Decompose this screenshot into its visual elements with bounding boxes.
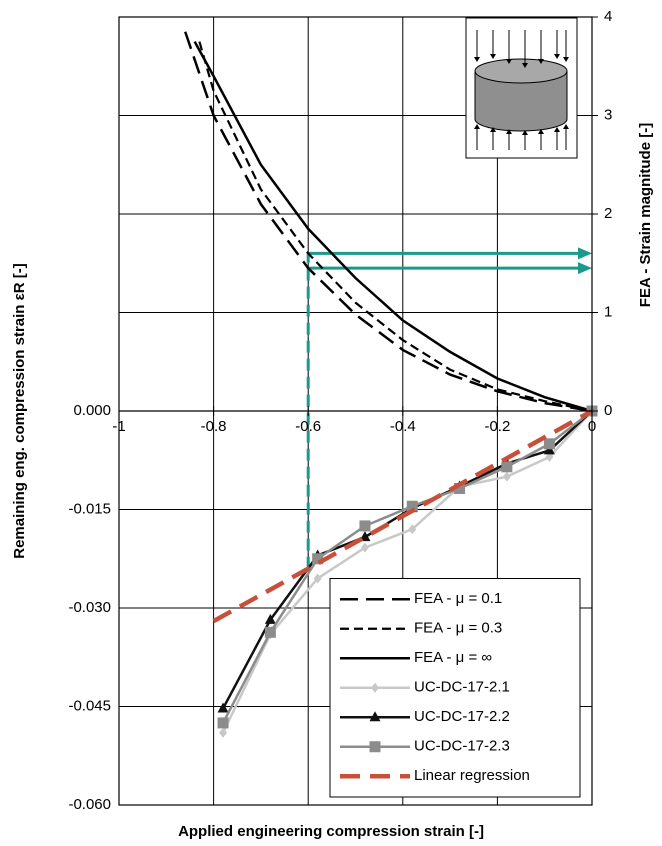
y2-tick-label: 4 [604,8,612,25]
data-point [219,727,228,738]
legend-marker [369,711,381,722]
y-tick-label: -0.015 [68,500,111,517]
legend-label: UC-DC-17-2.1 [414,679,510,696]
x-tick-label: -0.4 [390,418,416,435]
y-tick-label: -0.045 [68,697,111,714]
y2-tick-label: 2 [604,205,612,222]
x-tick-label: -0.2 [484,418,510,435]
data-point [406,500,418,512]
legend-label: UC-DC-17-2.3 [414,738,510,755]
y-tick-label: 0.000 [73,402,111,419]
x-tick-label: -1 [112,418,125,435]
y-tick-label: -0.060 [68,796,111,813]
data-point [217,717,229,729]
data-point [312,553,324,565]
y2-tick-label: 0 [604,402,612,419]
arrow-head [578,262,592,275]
data-point [543,444,555,455]
legend-label: UC-DC-17-2.2 [414,708,510,725]
data-point [217,702,229,713]
x-tick-label: 0 [588,418,596,435]
x-axis-label: Applied engineering compression strain [… [178,823,484,840]
legend-label: FEA - μ = 0.1 [414,590,502,607]
inset-icon [465,17,578,159]
data-point [502,471,511,482]
data-point [501,461,513,473]
data-point [264,626,276,638]
y-tick-label: -0.030 [68,599,111,616]
data-point [408,524,417,535]
x-tick-label: -0.6 [295,418,321,435]
legend-marker [371,682,379,693]
data-point [543,438,555,450]
y2-tick-label: 1 [604,303,612,320]
x-tick-label: -0.8 [201,418,227,435]
legend-marker [369,741,381,753]
y-axis-label: Remaining eng. compression strain εR [-] [11,263,28,559]
series-line [212,409,594,624]
data-point [545,451,554,462]
plot [184,31,598,738]
data-point [264,613,276,624]
data-point [313,573,322,584]
legend-label: FEA - μ = ∞ [414,649,492,666]
legend-label: FEA - μ = 0.3 [414,620,502,637]
data-point [360,542,369,553]
legend-label: Linear regression [414,767,530,784]
y2-axis-label: FEA - Strain magnitude [-] [637,123,654,307]
arrow-head [578,247,592,260]
data-point [359,520,371,532]
series-line [184,31,593,413]
data-point [454,482,466,494]
series-line [193,41,593,413]
y2-tick-label: 3 [604,106,612,123]
series-line [198,41,593,413]
